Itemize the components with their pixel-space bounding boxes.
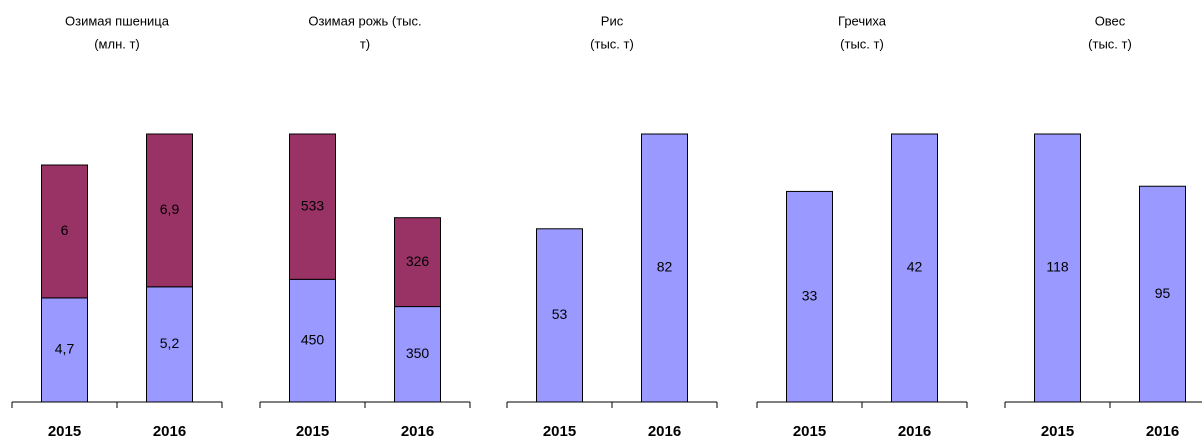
data-label: 450 — [301, 331, 325, 347]
x-tick-label: 2015 — [1041, 423, 1074, 440]
data-label: 82 — [657, 259, 673, 275]
data-label: 4,7 — [55, 341, 75, 357]
x-tick-label: 2015 — [48, 423, 81, 440]
bar — [41, 164, 88, 299]
data-label: 118 — [1046, 259, 1069, 275]
chart-title: Гречиха — [838, 13, 887, 28]
x-tick-label: 2016 — [401, 423, 434, 440]
bar — [289, 278, 336, 403]
x-tick-label: 2015 — [543, 423, 576, 440]
bar — [146, 133, 193, 288]
x-tick-label: 2016 — [648, 423, 681, 440]
chart-title: (тыс. т) — [840, 36, 884, 51]
bar — [786, 190, 833, 403]
data-label: 533 — [301, 197, 325, 213]
chart-title: (млн. т) — [94, 36, 140, 51]
data-label: 326 — [406, 253, 430, 269]
bar — [41, 297, 88, 403]
chart-title: (тыс. т) — [1088, 36, 1132, 51]
chart-title: Рис — [601, 13, 624, 28]
bar — [1139, 185, 1186, 403]
bar — [289, 133, 336, 280]
bar — [394, 217, 441, 308]
bar — [891, 133, 938, 403]
data-label: 53 — [552, 306, 568, 322]
chart-title: Овес — [1095, 13, 1126, 28]
x-tick-label: 2016 — [1146, 423, 1179, 440]
data-label: 95 — [1155, 285, 1171, 301]
x-tick-label: 2015 — [793, 423, 826, 440]
chart-title: (тыс. т) — [590, 36, 634, 51]
data-label: 5,2 — [160, 335, 180, 351]
data-label: 350 — [406, 345, 430, 361]
data-label: 42 — [907, 259, 923, 275]
x-tick-label: 2015 — [296, 423, 329, 440]
chart-title: Озимая рожь (тыс. — [308, 13, 421, 28]
bar — [641, 133, 688, 403]
bar — [1034, 133, 1081, 403]
chart-title: Озимая пшеница — [65, 13, 170, 28]
data-label: 6 — [61, 222, 69, 238]
x-tick-label: 2016 — [153, 423, 186, 440]
data-label: 33 — [802, 287, 818, 303]
x-tick-label: 2016 — [898, 423, 931, 440]
bar — [394, 306, 441, 403]
chart-title: т) — [360, 36, 370, 51]
data-label: 6,9 — [160, 201, 180, 217]
